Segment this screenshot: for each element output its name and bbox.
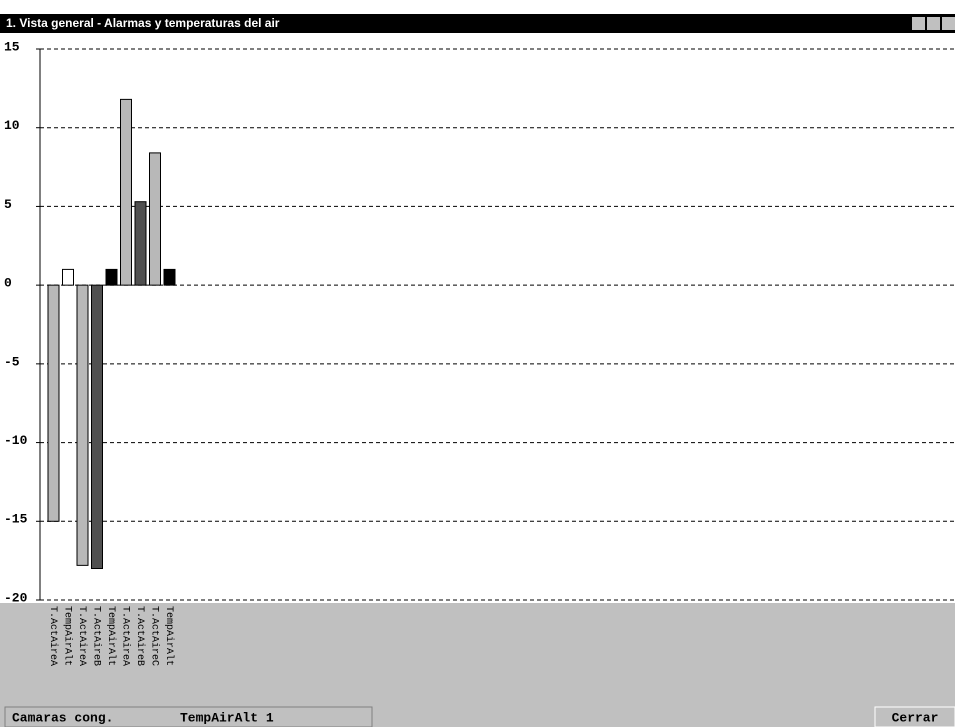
x-tick-label: T.ActAireC (148, 606, 160, 666)
bar (120, 98, 132, 286)
bar (62, 268, 74, 286)
x-tick-label: TempAirAlt (105, 606, 117, 666)
window-title: 1. Vista general - Alarmas y temperatura… (6, 16, 280, 30)
button-label[interactable]: Cerrar (892, 710, 939, 725)
x-tick-label: T.ActAireB (90, 606, 102, 666)
y-tick-label: -15 (4, 512, 28, 527)
bar (163, 268, 176, 286)
bar (149, 152, 161, 286)
bar (47, 284, 60, 522)
x-tick-label: TempAirAlt (163, 606, 175, 666)
y-tick-label: 10 (4, 118, 20, 133)
y-tick-label: -10 (4, 433, 28, 448)
y-tick-label: 5 (4, 197, 12, 212)
close-window-button[interactable] (874, 706, 955, 727)
y-tick-label: 0 (4, 276, 12, 291)
y-tick-label: -20 (4, 590, 28, 605)
x-tick-label: T.ActAireA (47, 606, 59, 666)
x-tick-label: T.ActAireA (119, 606, 131, 666)
title-bar (0, 14, 955, 33)
y-tick-label: 15 (4, 39, 20, 54)
minimize-button[interactable] (912, 17, 925, 30)
bar (105, 268, 118, 286)
status-box (4, 706, 373, 727)
restore-button[interactable] (927, 17, 940, 30)
status-item: TempAirAlt 1 (180, 710, 274, 725)
status-group: Camaras cong. (12, 710, 113, 725)
bar (134, 201, 147, 286)
bar (76, 284, 89, 566)
label-area (0, 603, 955, 705)
x-tick-label: TempAirAlt (61, 606, 73, 666)
bar (91, 284, 103, 570)
x-tick-label: T.ActAireA (76, 606, 88, 666)
x-tick-label: T.ActAireB (134, 606, 146, 666)
y-tick-label: -5 (4, 354, 20, 369)
close-button[interactable] (942, 17, 955, 30)
